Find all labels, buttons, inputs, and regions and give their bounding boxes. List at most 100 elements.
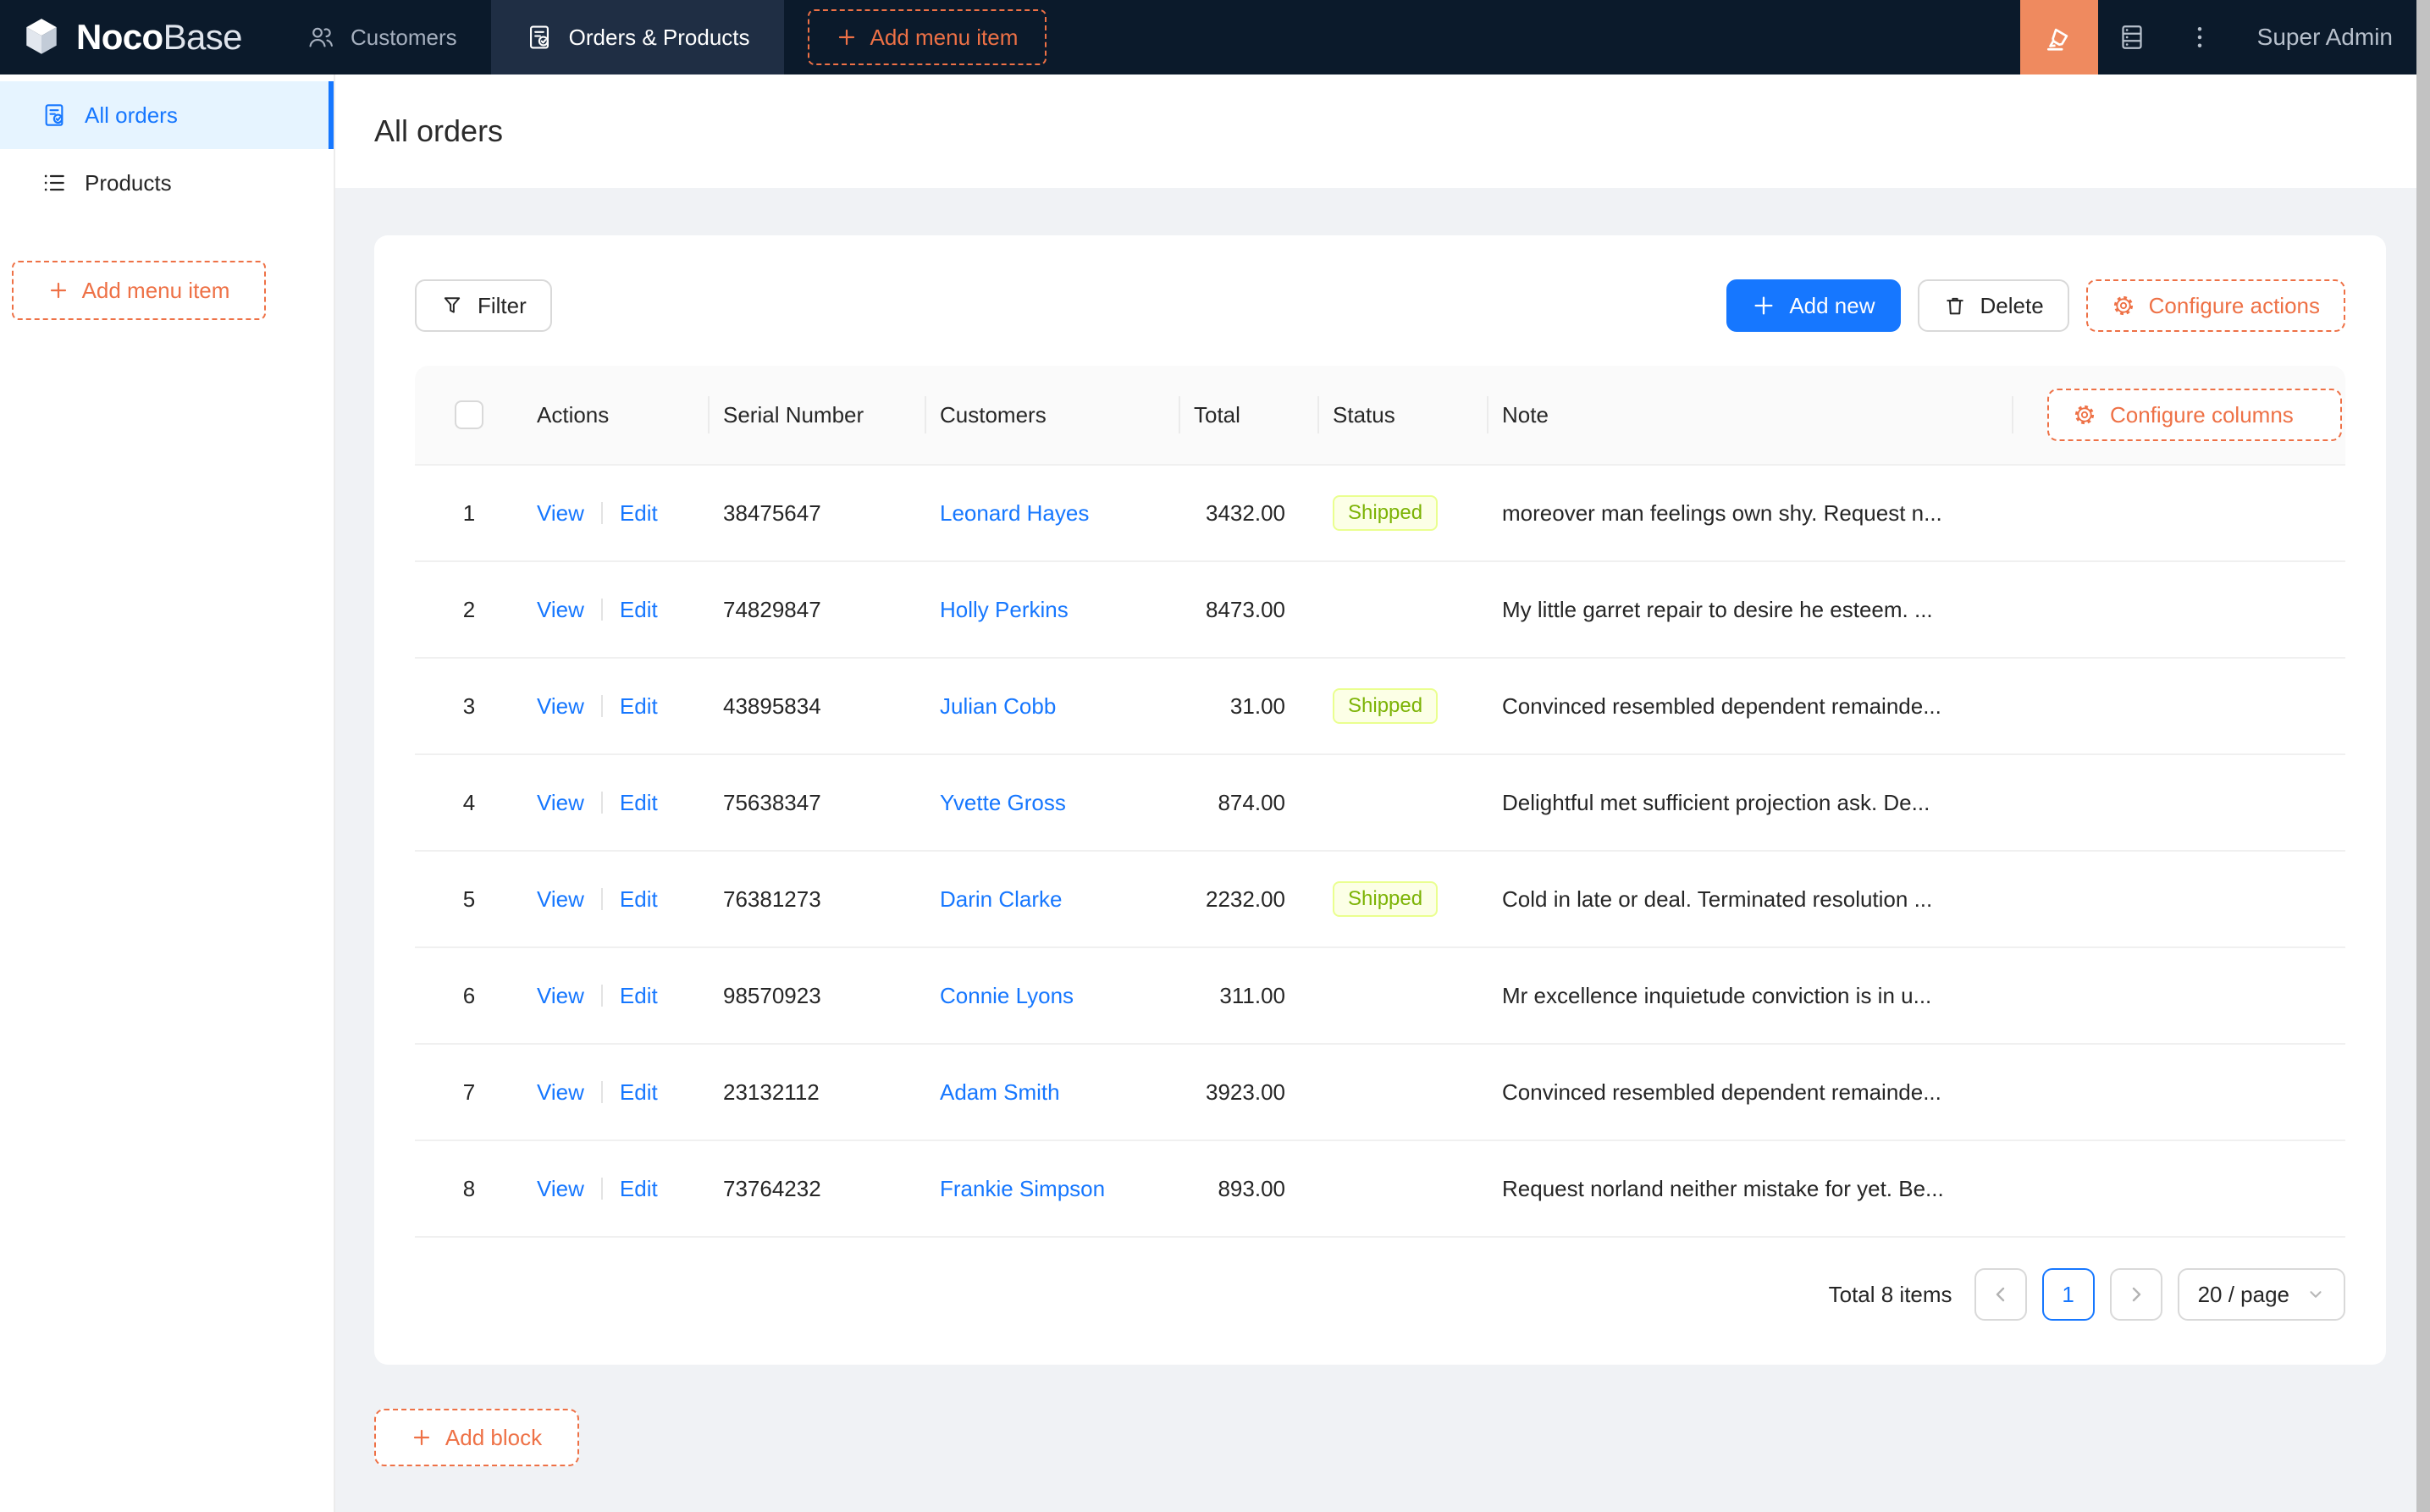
view-link[interactable]: View [537, 886, 584, 912]
logo-text: NocoBase [76, 17, 243, 57]
edit-link[interactable]: Edit [619, 499, 658, 526]
add-new-label: Add new [1789, 292, 1875, 318]
edit-link[interactable]: Edit [619, 886, 658, 912]
sidebar-add-menu-item-label: Add menu item [81, 277, 230, 303]
select-all-checkbox[interactable] [455, 400, 483, 430]
prev-page-button[interactable] [1974, 1268, 2027, 1321]
chevron-down-icon [2310, 1291, 2322, 1298]
next-page-button[interactable] [2109, 1268, 2162, 1321]
serial-number-cell: 76381273 [723, 886, 821, 912]
action-divider [600, 1080, 603, 1103]
sidebar-item-label: Products [85, 169, 172, 196]
table-toolbar: Filter Add new Delete [415, 279, 2345, 332]
filter-label: Filter [478, 292, 527, 318]
note-cell: moreover man feelings own shy. Request n… [1502, 499, 1942, 526]
column-header-actions: Actions [523, 402, 710, 428]
total-cell: 311.00 [1219, 982, 1285, 1008]
action-divider [600, 984, 603, 1007]
plus-icon [413, 1429, 430, 1446]
view-link[interactable]: View [537, 693, 584, 719]
configure-columns-button[interactable]: Configure columns [2047, 389, 2342, 441]
row-index: 7 [462, 1079, 476, 1105]
gear-icon [2113, 295, 2133, 316]
view-link[interactable]: View [537, 596, 584, 622]
edit-link[interactable]: Edit [619, 1079, 658, 1105]
total-cell: 2232.00 [1206, 886, 1285, 912]
edit-link[interactable]: Edit [619, 789, 658, 815]
user-menu[interactable]: Super Admin [2234, 0, 2430, 74]
customer-link[interactable]: Leonard Hayes [940, 499, 1090, 526]
total-cell: 3923.00 [1206, 1079, 1285, 1105]
tab-label: Orders & Products [568, 24, 750, 50]
page-title: All orders [374, 113, 504, 148]
edit-link[interactable]: Edit [619, 596, 658, 622]
tab-customers[interactable]: Customers [273, 0, 491, 74]
user-name: Super Admin [2256, 24, 2393, 50]
customer-link[interactable]: Julian Cobb [940, 693, 1057, 719]
total-cell: 874.00 [1218, 789, 1285, 815]
customer-link[interactable]: Connie Lyons [940, 982, 1074, 1008]
action-divider [600, 887, 603, 910]
add-new-button[interactable]: Add new [1726, 279, 1901, 332]
nav-add-menu-item-label: Add menu item [870, 24, 1019, 50]
table-row: 4 View Edit 75638347 Yvette Gross 874.00 … [415, 755, 2345, 852]
pagination: Total 8 items 1 20 / page [415, 1268, 2345, 1321]
delete-label: Delete [1980, 292, 2044, 318]
note-cell: Cold in late or deal. Terminated resolut… [1502, 886, 1933, 912]
team-icon [309, 27, 333, 47]
total-cell: 31.00 [1229, 693, 1285, 719]
row-index: 4 [462, 789, 476, 815]
filter-button[interactable]: Filter [415, 279, 552, 332]
view-link[interactable]: View [537, 982, 584, 1008]
serial-number-cell: 74829847 [723, 596, 821, 622]
view-link[interactable]: View [537, 789, 584, 815]
view-link[interactable]: View [537, 499, 584, 526]
row-index: 6 [462, 982, 476, 1008]
configure-columns-label: Configure columns [2110, 401, 2294, 428]
total-cell: 893.00 [1218, 1175, 1285, 1201]
orders-table: Actions Serial Number Customers Total St… [415, 366, 2345, 1238]
plugins-button[interactable] [2098, 0, 2166, 74]
nocobase-logo[interactable]: NocoBase [0, 0, 273, 74]
page-1-button[interactable]: 1 [2041, 1268, 2095, 1321]
customer-link[interactable]: Adam Smith [940, 1079, 1060, 1105]
note-cell: Delightful met sufficient projection ask… [1502, 789, 1930, 815]
delete-button[interactable]: Delete [1917, 279, 2069, 332]
chevron-left-icon [1996, 1287, 2004, 1302]
serial-number-cell: 23132112 [723, 1079, 820, 1105]
more-options-button[interactable] [2166, 0, 2234, 74]
tab-orders-products[interactable]: Orders & Products [490, 0, 784, 74]
scrollbar[interactable] [2416, 0, 2430, 1512]
note-cell: Convinced resembled dependent remainde..… [1502, 1079, 1941, 1105]
sidebar-item-all-orders[interactable]: All orders [0, 81, 334, 149]
list-icon [44, 174, 64, 191]
table-row: 5 View Edit 76381273 Darin Clarke 2232.00… [415, 852, 2345, 948]
add-block-button[interactable]: Add block [374, 1409, 579, 1466]
customer-link[interactable]: Frankie Simpson [940, 1175, 1106, 1201]
sidebar-add-menu-item-button[interactable]: Add menu item [12, 261, 266, 320]
status-badge: Shipped [1333, 881, 1439, 917]
ui-editor-button[interactable] [2019, 0, 2098, 74]
customer-link[interactable]: Yvette Gross [940, 789, 1066, 815]
note-cell: Convinced resembled dependent remainde..… [1502, 693, 1941, 719]
nav-right-group: Super Admin [2019, 0, 2430, 74]
row-index: 5 [462, 886, 476, 912]
column-header-status: Status [1319, 402, 1488, 428]
page-size-select[interactable]: 20 / page [2177, 1268, 2345, 1321]
edit-link[interactable]: Edit [619, 693, 658, 719]
plus-icon [1754, 296, 1773, 315]
view-link[interactable]: View [537, 1175, 584, 1201]
column-header-customers: Customers [926, 402, 1180, 428]
nav-add-menu-item-button[interactable]: Add menu item [807, 9, 1047, 65]
serial-number-cell: 98570923 [723, 982, 821, 1008]
customer-link[interactable]: Darin Clarke [940, 886, 1063, 912]
edit-link[interactable]: Edit [619, 1175, 658, 1201]
view-link[interactable]: View [537, 1079, 584, 1105]
customer-link[interactable]: Holly Perkins [940, 596, 1069, 622]
configure-actions-button[interactable]: Configure actions [2085, 279, 2345, 332]
table-body: 1 View Edit 38475647 Leonard Hayes 3432.0… [415, 466, 2345, 1238]
edit-link[interactable]: Edit [619, 982, 658, 1008]
sidebar-item-products[interactable]: Products [0, 149, 334, 217]
page-header: All orders [335, 74, 2430, 188]
